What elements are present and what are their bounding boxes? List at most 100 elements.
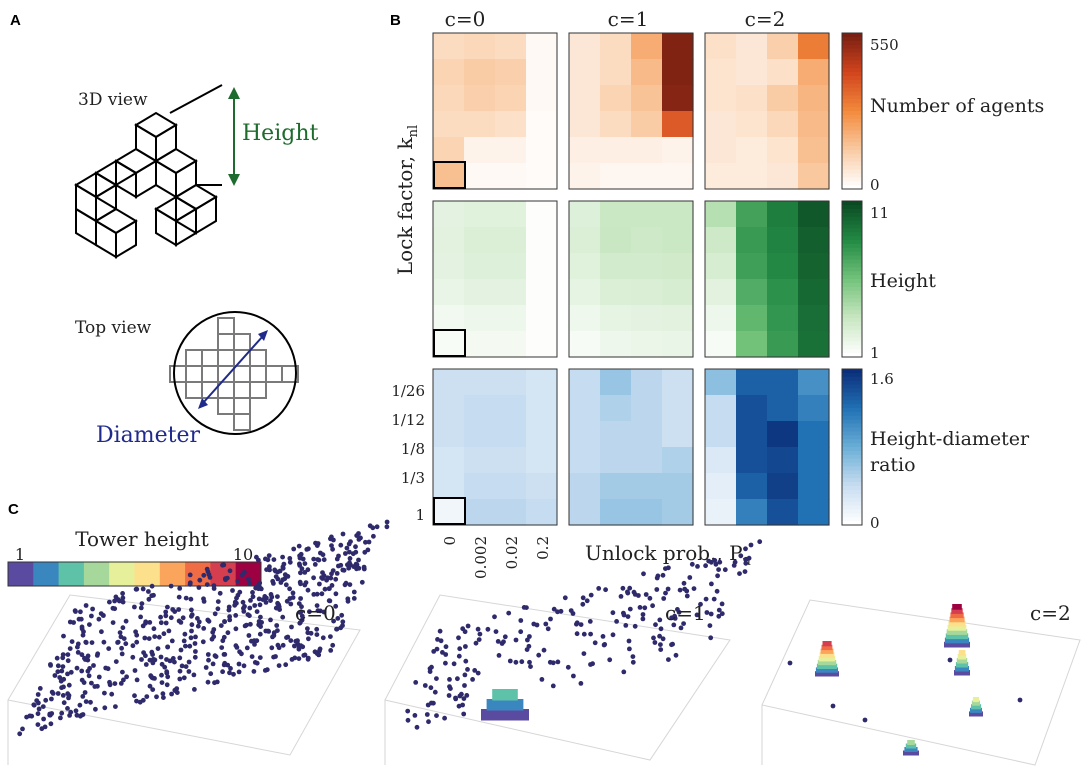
agent-dot [152,676,157,681]
agent-dot [555,609,560,615]
agent-dot [107,599,112,605]
agent-dot [347,560,352,566]
agent-dot [204,582,210,587]
colorbar-segment [842,122,862,128]
agent-dot [625,614,631,619]
agent-dot [287,586,292,592]
agent-dot [584,598,590,604]
colorbar-segment [842,427,862,432]
agent-dot [539,677,545,682]
agent-dot [130,654,136,660]
agent-dot [74,712,80,718]
heatmap-cell [767,473,799,500]
heatmap-cell [798,201,830,228]
heatmap-cell [433,447,465,474]
agent-dot [151,592,156,598]
agent-dot [694,612,700,618]
heatmap-cell [433,305,465,332]
heatmap-cell [631,163,663,190]
colorbar-segment [842,302,862,307]
colorbar-segment [842,173,862,178]
agent-dot [297,563,303,568]
agent-dot [318,608,323,614]
agent-dot [600,634,606,639]
heatmap-cell [526,279,558,306]
agent-dot [502,634,508,640]
heatmap-cell [736,201,768,228]
tower-layer [819,652,835,658]
agent-dot [36,706,42,712]
heatmap-cell [600,85,632,112]
heatmap-cell [464,137,496,164]
heatmap-cell [495,85,527,112]
agent-dot [236,669,242,675]
agent-dot [625,589,630,595]
heatmap-cell [705,163,737,190]
agent-dot [156,634,162,640]
colorbar-segment [842,161,862,167]
tower-layer [486,699,524,711]
colorbar-segment [842,501,862,506]
agent-dot [242,604,247,609]
heatmap-cell [569,499,601,526]
heatmap-frame [568,200,694,358]
agent-dot [180,615,186,621]
agent-dot [787,660,793,666]
colorbar-segment [842,282,862,288]
view3d-label: 3D view [78,90,148,110]
heatmap-grid [432,32,830,526]
agent-dot [862,717,868,723]
heatmap-cell [767,395,799,422]
colorbar-segment [842,341,862,346]
agent-dot [69,639,75,644]
colorbar-segment [842,275,862,280]
agent-dot [293,638,299,644]
agent-dot [643,592,649,597]
agent-dot [947,657,953,663]
colorbar-segment [842,306,862,311]
agent-dot [630,654,636,659]
agent-dot [641,571,646,577]
agent-dot [120,599,126,605]
heatmap-cell [767,111,799,138]
agent-dot [65,658,71,664]
agent-dot [258,614,263,620]
agent-dot [218,623,224,628]
ytick-1: 1/12 [391,411,425,429]
agent-dot [275,569,281,575]
agent-dot [528,664,533,669]
agent-dot [465,667,470,672]
agent-dot [206,618,212,624]
heatmap-cell [798,331,830,358]
agent-dot [506,610,512,616]
heatmap-cell [662,369,694,396]
agent-dot [132,668,138,673]
agent-dot [314,632,320,637]
heatmap-cell [600,253,632,280]
agent-dot [137,699,143,705]
agent-dot [227,614,233,620]
colorbar-segment [842,388,862,393]
agent-dot [77,702,83,708]
agent-dot [226,607,232,613]
heatmap-cell [631,85,663,112]
agent-dot [189,628,194,634]
tower-layer [954,670,970,676]
height-label: Height [242,121,318,146]
colorbar-segment [842,450,862,456]
agent-dot [119,645,124,651]
heatmap-cell [798,499,830,526]
agent-dot [164,657,169,662]
heatmap-cell [433,473,465,500]
colorbar-frame [841,32,863,190]
agent-dot [192,641,198,646]
col-title-c1: c=1 [608,7,649,31]
colorbars [841,32,863,526]
cbar1-label: Number of agents [870,95,1044,117]
agent-dot [550,683,556,689]
heatmap-cell [798,279,830,306]
agent-dot [133,586,139,592]
agent-dot [168,583,174,589]
agent-dot [330,568,336,573]
tower-layer [944,637,970,644]
